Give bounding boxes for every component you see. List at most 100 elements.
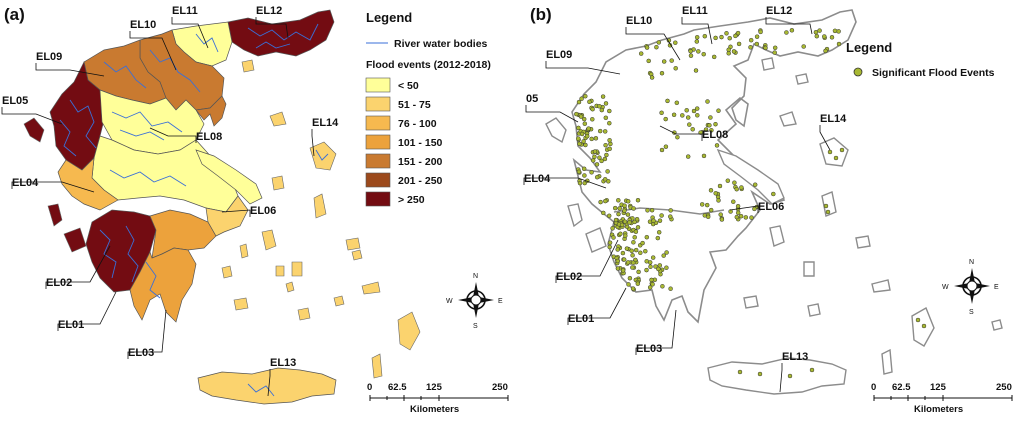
island-paros [275,265,285,277]
legend-a: Legend River water bodies Flood events (… [365,10,491,207]
region-el13[interactable] [197,367,337,405]
flood-event-point [649,277,654,283]
flood-event-point [650,255,656,260]
island-rhodes [397,311,421,351]
flood-event-point [735,210,741,216]
region-el03[interactable] [129,247,197,323]
flood-event-point [727,35,732,41]
label-b-el02: EL02 [556,271,582,283]
flood-event-point [626,282,631,287]
river-segment [125,225,139,283]
legend-class-label: 51 - 75 [398,99,431,111]
flood-event-point [592,154,597,160]
island-kos [361,281,381,295]
island-naxos [291,261,303,277]
label-el14: EL14 [312,117,339,129]
legend-class-swatch [365,96,391,112]
river-segment [247,383,275,397]
flood-event-point [758,29,763,35]
legend-class-swatch [365,115,391,131]
evia-outline [716,148,785,205]
flood-event-point [789,28,795,33]
flood-event-point [784,30,789,35]
island-outline [807,303,821,317]
island-skyros [271,175,285,191]
river-segment [59,119,77,157]
flood-event-point [703,127,709,132]
flood-event-point [603,115,609,121]
flood-event-point [733,33,738,39]
flood-event-point [736,41,742,47]
flood-event-point [705,99,710,104]
label-b-el04: EL04 [524,173,551,185]
flood-event-point [659,70,665,76]
flood-event-point [772,50,777,55]
flood-event-point [612,205,618,211]
region-el12[interactable] [227,9,335,57]
flood-event-point [583,142,588,148]
flood-event-point [707,123,712,128]
label-b-el01: EL01 [568,313,594,325]
flood-event-point [772,45,778,51]
label-b-el11: EL11 [682,5,708,17]
flood-event-point [603,101,609,106]
compass-w: W [446,298,453,305]
flood-event-point [602,129,608,134]
flood-event-point [673,40,678,45]
flood-event-point [656,40,662,45]
flood-event-point [617,206,622,211]
compass-b-w: W [942,284,949,291]
legend-a-title: Legend [366,10,412,25]
flood-event-point [668,208,673,213]
island-outline [769,225,785,247]
flood-event-point [718,212,723,217]
island-santorini [297,307,311,321]
flood-event-point [657,218,663,223]
flood-event-point [724,31,729,36]
flood-event-point [650,282,655,287]
label-b-el14: EL14 [820,113,847,125]
flood-event-point [669,58,674,63]
island-kefalonia [63,227,87,253]
flood-event-point [684,108,689,113]
flood-event-point [823,48,828,54]
flood-event-point [829,35,835,40]
compass-b: N S E W [942,259,999,316]
flood-event-point [636,269,641,275]
flood-event-point [624,246,630,251]
flood-event-point [606,213,612,219]
flood-event-point [664,250,669,255]
river-segment [109,169,187,187]
island-lemnos [269,111,287,127]
flood-event-point [836,29,841,34]
flood-event-point [633,247,639,253]
flood-event-point [618,231,623,237]
flood-event-point [651,218,656,223]
compass-s: S [473,323,478,330]
flood-event-point [664,265,669,270]
flood-event-point [627,220,632,225]
scale-b-tick-3: 250 [996,382,1012,393]
panel-a: (a) [1,5,509,415]
flood-event-point [581,139,586,144]
island-milos [233,297,249,311]
flood-event-point [754,41,760,47]
flood-event-point [743,215,749,220]
lesvos-outline [819,137,849,167]
scale-bar-a: 0 62.5 125 250 Kilometers [367,382,509,415]
flood-event-point [716,108,721,113]
flood-event-point [597,128,603,134]
flood-event-point [694,39,700,44]
flood-event-point [610,226,615,231]
flood-event-point [734,214,740,220]
flood-event-point [607,108,612,114]
legend-class-label: 151 - 200 [398,156,443,168]
flood-event-point [654,44,659,50]
flood-event-point [702,33,708,39]
flood-event-point [814,33,820,39]
region-el01[interactable] [149,209,217,259]
flood-event-point [731,49,737,54]
region-el06[interactable] [205,195,249,237]
flood-event-point [701,51,706,57]
label-b-el12: EL12 [766,5,792,17]
